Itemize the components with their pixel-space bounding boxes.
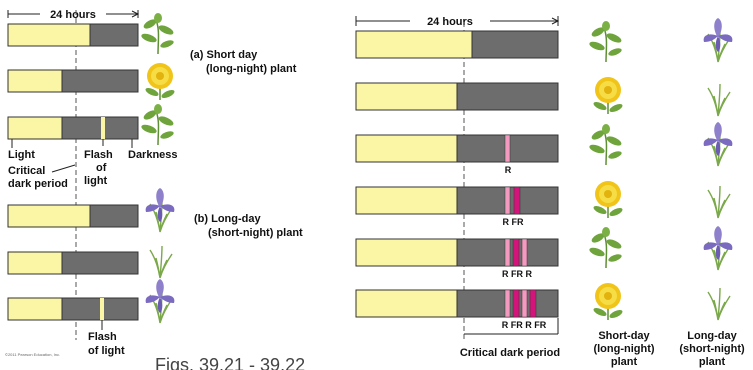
- plant-grass: [708, 288, 730, 320]
- column-label: Short-day: [598, 330, 650, 342]
- light-label: Light: [8, 149, 35, 161]
- caption: Figs. 39.21 - 39.22: [155, 355, 305, 370]
- plant-flowering: [592, 283, 623, 320]
- plant-iris: [704, 226, 733, 270]
- plant-vegetative: [588, 227, 622, 268]
- plant-iris: [704, 18, 733, 62]
- column-label: plant: [699, 356, 726, 368]
- right-scale: 24 hours: [356, 16, 558, 28]
- flash-seq: R: [505, 165, 512, 175]
- figure: 24 hours (a) Short day (long-night) plan…: [0, 0, 753, 370]
- plant-iris: [704, 122, 733, 166]
- scale-label: 24 hours: [427, 16, 473, 28]
- left-scale: 24 hours: [8, 9, 138, 21]
- column-label: (short-night): [679, 343, 745, 355]
- plant-flowering: [592, 77, 623, 114]
- flash-label: of: [96, 162, 107, 174]
- part-a: (long-night) plant: [206, 63, 297, 75]
- part-b: (short-night) plant: [208, 227, 303, 239]
- plant-iris: [146, 279, 175, 323]
- flash-label: light: [84, 175, 108, 187]
- flash-seq: R FR R FR: [502, 320, 547, 330]
- plant-grass: [708, 186, 730, 218]
- plant-vegetative: [140, 13, 174, 54]
- flash-seq: R FR: [503, 217, 524, 227]
- darkness-label: Darkness: [128, 149, 178, 161]
- flash-label: Flash: [84, 149, 113, 161]
- plant-flowering: [592, 181, 623, 218]
- column-label: Long-day: [687, 330, 737, 342]
- plant-vegetative: [588, 21, 622, 62]
- plant-grass: [708, 84, 730, 116]
- plant-vegetative: [140, 104, 174, 145]
- part-b: (b) Long-day: [194, 213, 261, 225]
- plant-grass: [150, 246, 172, 278]
- copyright: ©2011 Pearson Education, Inc.: [5, 352, 60, 357]
- flash-label: of light: [88, 345, 125, 357]
- scale-label: 24 hours: [50, 9, 96, 21]
- part-a: (a) Short day: [190, 49, 258, 61]
- flash-label: Flash: [88, 331, 117, 343]
- flash-seq: R FR R: [502, 269, 532, 279]
- critical-label: dark period: [8, 178, 68, 190]
- column-label: (long-night): [593, 343, 654, 355]
- critical-label: Critical: [8, 165, 45, 177]
- critical-label: Critical dark period: [460, 347, 560, 359]
- plant-vegetative: [588, 124, 622, 165]
- column-label: plant: [611, 356, 638, 368]
- plant-iris: [146, 188, 175, 232]
- plant-flowering: [144, 63, 175, 100]
